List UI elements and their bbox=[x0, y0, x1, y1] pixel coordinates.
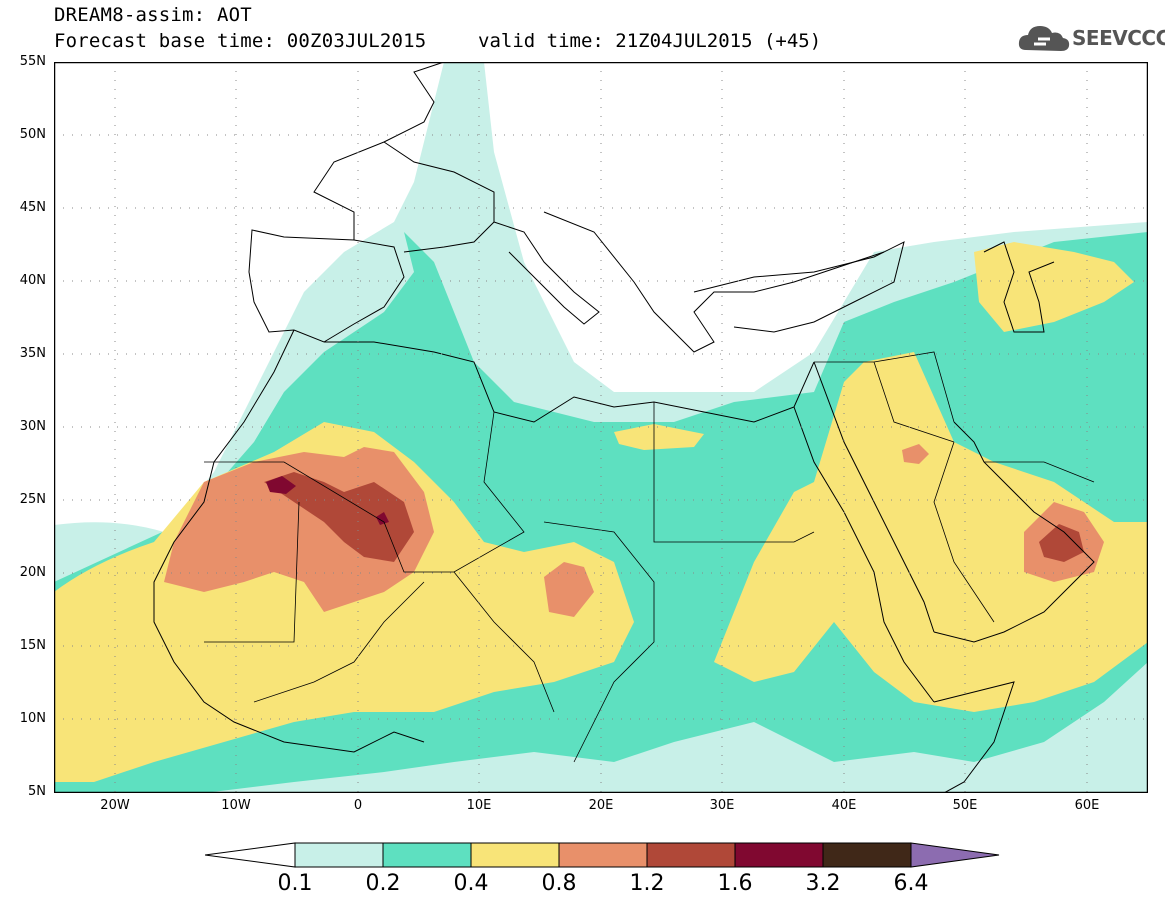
aot-band-04-libya bbox=[614, 424, 704, 450]
colorbar-label: 1.6 bbox=[717, 871, 753, 896]
coastlines bbox=[153, 62, 1095, 793]
cloud-icon bbox=[1018, 26, 1070, 51]
aot-band-12-oman bbox=[1039, 524, 1084, 562]
aot-band-04-caspian bbox=[974, 242, 1134, 332]
colorbar-swatch bbox=[822, 842, 912, 868]
forecast-base-time: Forecast base time: 00Z03JUL2015 bbox=[54, 30, 427, 52]
lon-label: 40E bbox=[831, 798, 857, 813]
colorbar-swatch bbox=[382, 842, 472, 868]
colorbar-lower-arrow bbox=[205, 842, 296, 868]
lat-label: 15N bbox=[19, 638, 46, 653]
coast-balkans-greece bbox=[543, 211, 885, 353]
lat-label: 10N bbox=[19, 711, 46, 726]
lat-label: 50N bbox=[19, 127, 46, 142]
lat-label: 35N bbox=[19, 346, 46, 361]
coast-turkey bbox=[693, 241, 905, 333]
aot-band-08-chad bbox=[544, 562, 594, 617]
colorbar-swatch bbox=[470, 842, 560, 868]
colorbar-label: 0.2 bbox=[365, 871, 401, 896]
border-west-africa bbox=[253, 571, 555, 713]
aot-band-12-sahara bbox=[264, 472, 414, 562]
coast-horn-africa bbox=[933, 681, 1015, 793]
border-egypt-libya bbox=[653, 402, 815, 543]
coast-france-uk bbox=[313, 62, 495, 253]
lat-label: 30N bbox=[19, 419, 46, 434]
coast-arabia bbox=[933, 421, 1095, 643]
lat-label: 40N bbox=[19, 273, 46, 288]
aot-band-16-mali bbox=[376, 512, 389, 525]
colorbar-label: 1.2 bbox=[629, 871, 665, 896]
colorbar-swatch bbox=[558, 842, 648, 868]
colorbar-swatch bbox=[294, 842, 384, 868]
border-sahara-2 bbox=[204, 501, 300, 643]
colorbar-label: 6.4 bbox=[893, 871, 929, 896]
colorbar-label: 3.2 bbox=[805, 871, 841, 896]
lat-label: 5N bbox=[28, 784, 46, 799]
colorbar-upper-arrow bbox=[910, 842, 1000, 868]
coast-west-africa bbox=[153, 329, 425, 753]
colorbar-label: 0.8 bbox=[541, 871, 577, 896]
colorbar-swatch bbox=[646, 842, 736, 868]
lon-label: 0 bbox=[353, 798, 363, 813]
coast-italy bbox=[493, 221, 600, 325]
border-sahara-1 bbox=[204, 411, 525, 573]
seevccc-logo: SEEVCCC bbox=[1016, 20, 1165, 60]
colorbar-label: 0.1 bbox=[277, 871, 313, 896]
lat-label: 55N bbox=[19, 54, 46, 69]
coast-caspian bbox=[983, 241, 1055, 333]
valid-time: valid time: 21Z04JUL2015 (+45) bbox=[478, 30, 822, 52]
logo-text: SEEVCCC bbox=[1072, 26, 1165, 50]
colorbar-swatch bbox=[734, 842, 824, 868]
aot-band-16-algeria bbox=[266, 476, 296, 494]
lon-label: 30E bbox=[709, 798, 735, 813]
coast-red-sea bbox=[793, 361, 935, 703]
aot-map bbox=[54, 62, 1148, 793]
lon-label: 10E bbox=[466, 798, 492, 813]
lat-label: 20N bbox=[19, 565, 46, 580]
map-title: DREAM8-assim: AOT bbox=[54, 4, 252, 26]
lat-label: 45N bbox=[19, 200, 46, 215]
colorbar bbox=[205, 842, 1000, 868]
lon-label: 10W bbox=[221, 798, 251, 813]
coast-north-africa bbox=[324, 341, 815, 423]
colorbar-label: 0.4 bbox=[453, 871, 489, 896]
border-arabia bbox=[933, 441, 1095, 623]
border-middle-east bbox=[814, 351, 955, 443]
lon-label: 60E bbox=[1074, 798, 1100, 813]
lat-label: 25N bbox=[19, 492, 46, 507]
country-borders bbox=[204, 351, 1095, 763]
lon-label: 20E bbox=[588, 798, 614, 813]
lon-label: 20W bbox=[100, 798, 130, 813]
map-frame bbox=[54, 62, 1148, 793]
aot-band-08-iraq bbox=[902, 444, 929, 464]
lon-label: 50E bbox=[952, 798, 978, 813]
border-sudan-chad bbox=[543, 521, 655, 763]
aot-band-04-east bbox=[714, 352, 1148, 712]
